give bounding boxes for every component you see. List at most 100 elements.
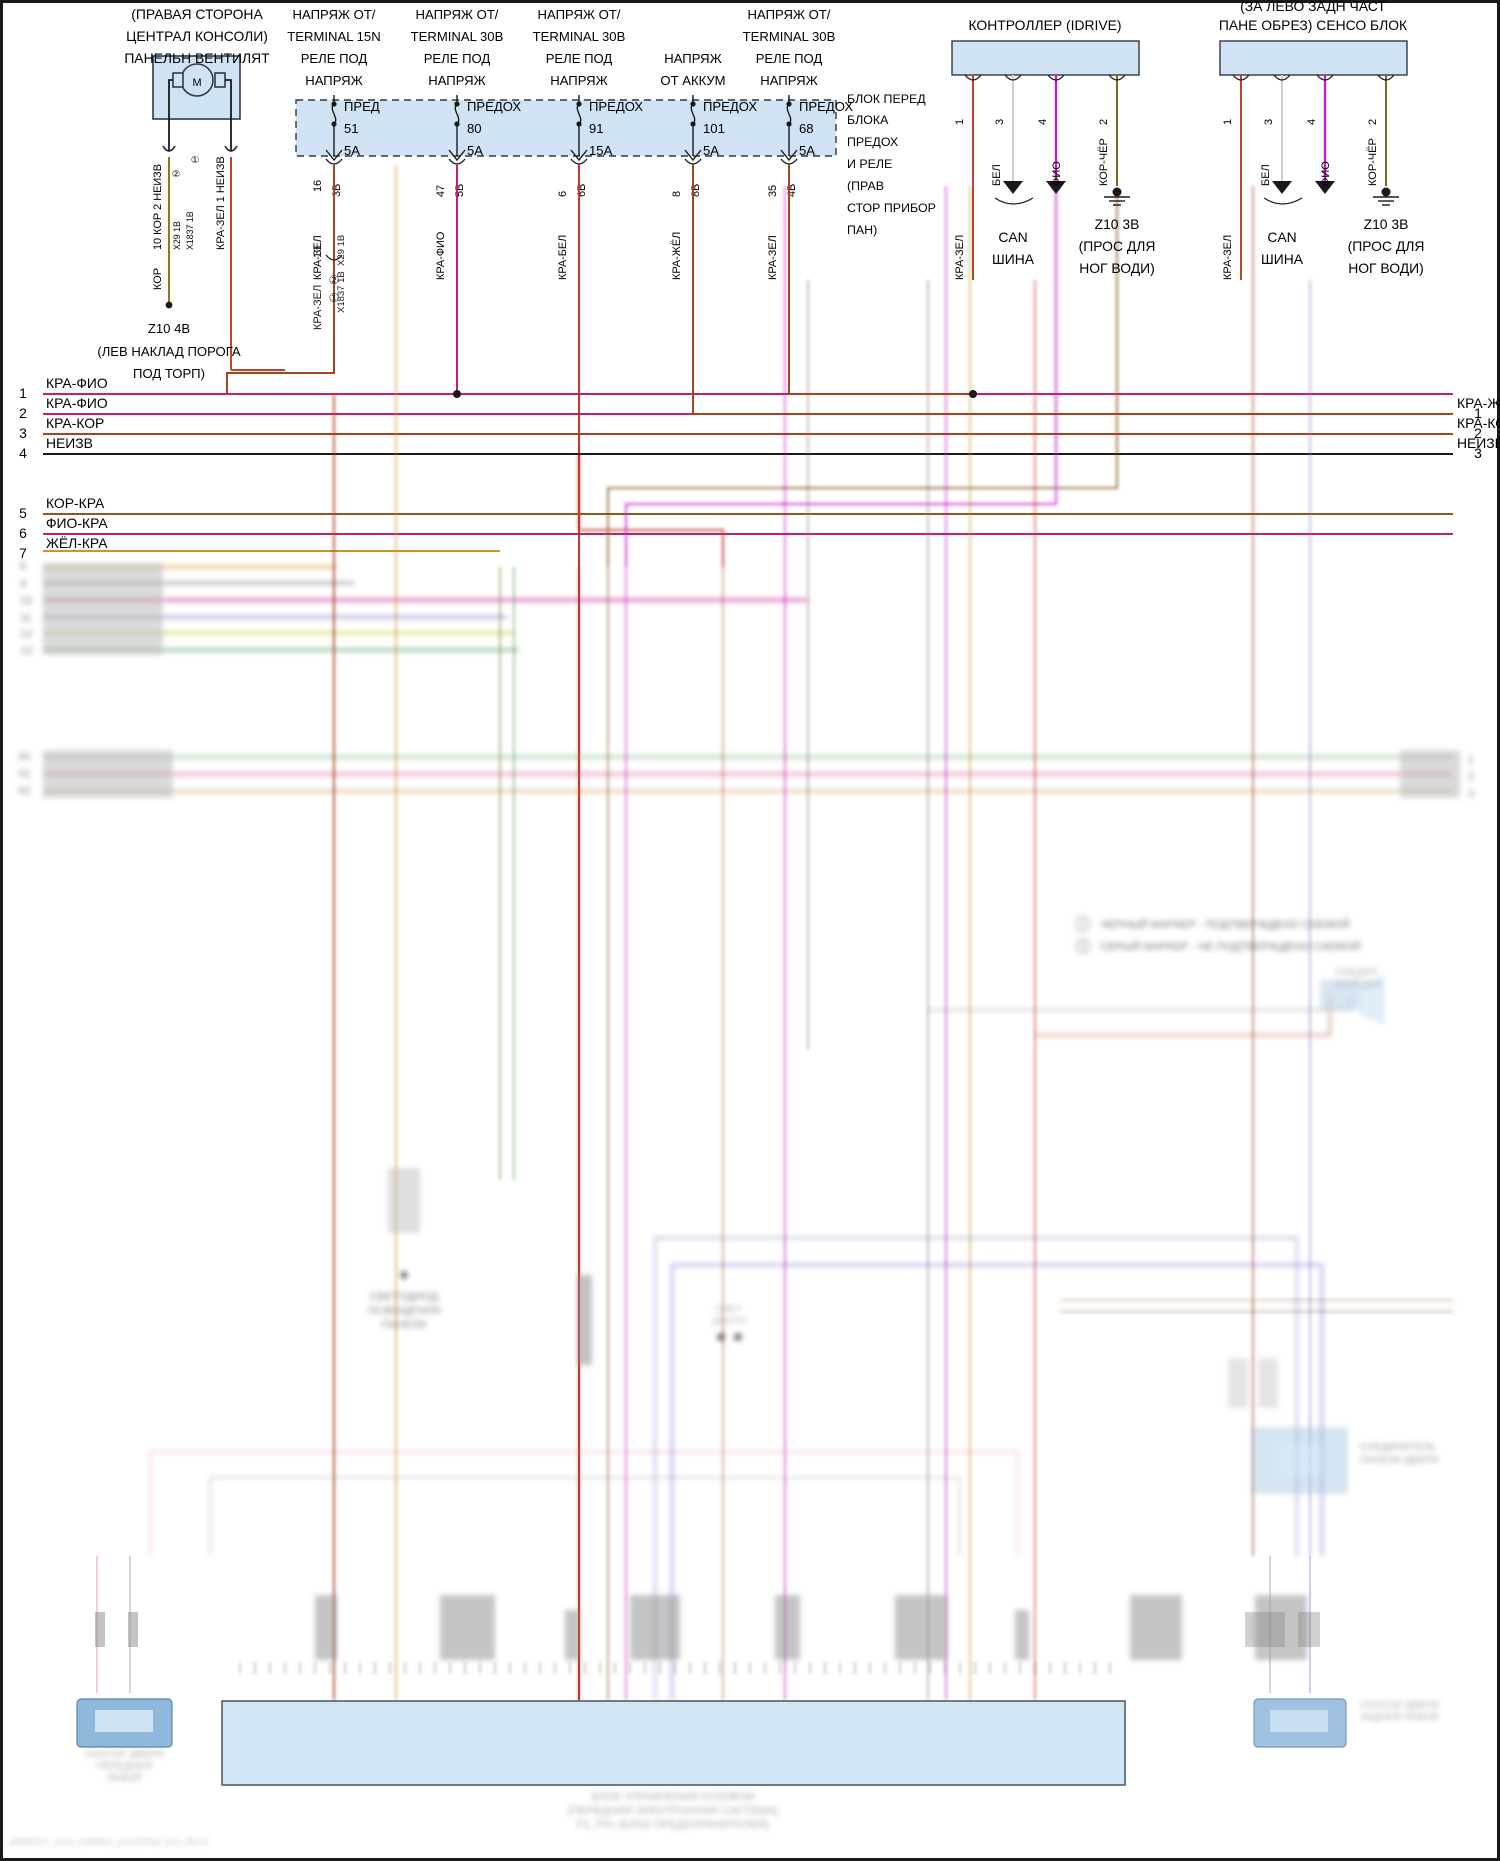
svg-text:СОЕДИН: СОЕДИН (1335, 967, 1378, 978)
svg-text:TERMINAL 30B: TERMINAL 30B (411, 29, 504, 44)
svg-text:КРА-ЗЕЛ: КРА-ЗЕЛ (767, 235, 779, 280)
svg-text:КРА-ФИО: КРА-ФИО (435, 232, 447, 280)
svg-text:1: 1 (1468, 754, 1474, 766)
svg-text:ПАНЕ ОБРЕЗ) СЕНСО БЛОК: ПАНЕ ОБРЕЗ) СЕНСО БЛОК (1219, 17, 1408, 33)
svg-text:②: ② (329, 273, 340, 287)
svg-text:ЧЕРНЫЙ МАРКЕР - ПОДТВЕРЖДЕНО С: ЧЕРНЫЙ МАРКЕР - ПОДТВЕРЖДЕНО СХЕМОЙ (1100, 918, 1350, 931)
svg-text:СВЕТОДИОД: СВЕТОДИОД (370, 1291, 439, 1303)
svg-text:Z10 3В: Z10 3В (1364, 216, 1409, 232)
svg-text:(ЗА ЛЕВО ЗАДН ЧАСТ: (ЗА ЛЕВО ЗАДН ЧАСТ (1240, 0, 1386, 14)
svg-text:5A: 5A (703, 143, 719, 158)
svg-text:ШИНА: ШИНА (1261, 251, 1304, 267)
svg-text:F1, F51 (БЛОК ПРЕДОХРАНИТЕЛЕЙ): F1, F51 (БЛОК ПРЕДОХРАНИТЕЛЕЙ) (577, 1818, 769, 1831)
svg-text:И РЕЛЕ: И РЕЛЕ (847, 157, 892, 171)
svg-text:СЕНСОР ДВЕРИ: СЕНСОР ДВЕРИ (1360, 1700, 1439, 1711)
svg-text:2: 2 (19, 405, 27, 421)
svg-text:TERMINAL 30B: TERMINAL 30B (533, 29, 626, 44)
svg-text:Х29 1В: Х29 1В (336, 235, 347, 266)
svg-text:8В: 8В (690, 184, 702, 197)
svg-text:3: 3 (1263, 119, 1275, 125)
svg-text:68: 68 (799, 121, 814, 136)
svg-text:ПЕРЕДНЕЙ: ПЕРЕДНЕЙ (96, 1759, 151, 1772)
svg-text:ЦЕНТРАЛ КОНСОЛИ): ЦЕНТРАЛ КОНСОЛИ) (126, 28, 268, 44)
svg-text:ПАНЕЛИ ДВЕРИ: ПАНЕЛИ ДВЕРИ (1360, 1455, 1438, 1466)
svg-text:3: 3 (19, 425, 27, 441)
svg-text:3: 3 (994, 119, 1006, 125)
svg-text:2: 2 (1080, 941, 1085, 951)
svg-text:12: 12 (20, 628, 32, 640)
svg-text:16: 16 (312, 180, 324, 192)
svg-text:10 КОР 2 НЕИЗВ: 10 КОР 2 НЕИЗВ (152, 164, 164, 250)
svg-text:(ПРОС ДЛЯ: (ПРОС ДЛЯ (1079, 238, 1156, 254)
svg-text:СЕРЫЙ МАРКЕР - НЕ ПОДТВЕРЖДЕНО: СЕРЫЙ МАРКЕР - НЕ ПОДТВЕРЖДЕНО СХЕМОЙ (1100, 940, 1361, 953)
svg-text:47: 47 (435, 185, 447, 197)
svg-text:БЛОКА: БЛОКА (847, 113, 889, 127)
svg-text:НОГ ВОДИ): НОГ ВОДИ) (1079, 260, 1155, 276)
svg-text:6: 6 (557, 191, 569, 197)
svg-text:ПРЕДОХ: ПРЕДОХ (799, 99, 853, 114)
svg-text:ПРЕДОХ: ПРЕДОХ (847, 135, 898, 149)
svg-text:НОГ ВОДИ): НОГ ВОДИ) (1348, 260, 1424, 276)
svg-text:СОЕДИНИТЕЛЬ: СОЕДИНИТЕЛЬ (1360, 1442, 1436, 1453)
svg-text:X1837 1В: X1837 1В (185, 211, 195, 250)
svg-text:TERMINAL 15N: TERMINAL 15N (287, 29, 380, 44)
svg-text:2: 2 (1468, 771, 1474, 783)
svg-text:КРА-ЗЕЛ: КРА-ЗЕЛ (954, 235, 966, 280)
svg-text:СЕНСОР ДВЕРИ: СЕНСОР ДВЕРИ (84, 1749, 163, 1760)
svg-text:КОР-ЧЁР: КОР-ЧЁР (1098, 138, 1110, 186)
svg-text:КОНТРОЛЛЕР (IDRIVE): КОНТРОЛЛЕР (IDRIVE) (968, 17, 1121, 33)
svg-text:ЛЕВОЙ: ЛЕВОЙ (107, 1771, 142, 1784)
svg-text:3В: 3В (331, 184, 343, 197)
svg-text:4: 4 (1306, 119, 1318, 125)
svg-text:40: 40 (18, 751, 30, 763)
svg-text:CAN: CAN (1267, 229, 1296, 245)
svg-text:41: 41 (18, 768, 30, 780)
svg-text:КРА-ФИО: КРА-ФИО (46, 375, 108, 391)
svg-text:НАПРЯЖ: НАПРЯЖ (760, 73, 817, 88)
svg-text:ЗАДНЕЙ ЛЕВОЙ: ЗАДНЕЙ ЛЕВОЙ (1360, 1710, 1438, 1723)
svg-text:(ПРАВАЯ СТОРОНА: (ПРАВАЯ СТОРОНА (131, 6, 263, 22)
svg-text:РЕЛЕ ПОД: РЕЛЕ ПОД (301, 51, 368, 66)
svg-text:X29 1В: X29 1В (172, 221, 182, 250)
svg-text:ШИНА: ШИНА (992, 251, 1035, 267)
svg-text:51: 51 (344, 121, 359, 136)
svg-text:БЛОК УПРАВЛЕНИЯ КУЗОВОМ: БЛОК УПРАВЛЕНИЯ КУЗОВОМ (592, 1791, 755, 1803)
svg-text:НЕИЗВ: НЕИЗВ (46, 435, 93, 451)
svg-text:РЕЛЕ ПОД: РЕЛЕ ПОД (424, 51, 491, 66)
svg-text:ПАН): ПАН) (847, 223, 877, 237)
svg-text:Z10 3В: Z10 3В (1095, 216, 1140, 232)
svg-text:ФИО-КРА: ФИО-КРА (46, 515, 108, 531)
svg-text:M: M (192, 77, 201, 89)
svg-text:ПРЕД: ПРЕД (344, 99, 380, 114)
svg-text:ПРЕДОХ: ПРЕДОХ (467, 99, 521, 114)
svg-text:(ПЕРЕДНЯЯ ЭЛЕКТРОННАЯ СИСТЕМА): (ПЕРЕДНЯЯ ЭЛЕКТРОННАЯ СИСТЕМА) (568, 1805, 779, 1817)
svg-text:СВЕТ: СВЕТ (716, 1304, 743, 1315)
svg-text:42: 42 (18, 785, 30, 797)
svg-text:6: 6 (19, 525, 27, 541)
svg-text:РЕЛЕ ПОД: РЕЛЕ ПОД (756, 51, 823, 66)
svg-text:5A: 5A (344, 143, 360, 158)
svg-text:ПОД ТОРП): ПОД ТОРП) (133, 366, 205, 381)
svg-text:ОТ АККУМ: ОТ АККУМ (660, 73, 725, 88)
svg-text:8: 8 (20, 561, 26, 573)
svg-text:ПРЕДОХ: ПРЕДОХ (589, 99, 643, 114)
svg-text:5В: 5В (454, 184, 466, 197)
svg-text:3: 3 (1474, 445, 1482, 461)
svg-text:НАПРЯЖ: НАПРЯЖ (428, 73, 485, 88)
svg-text:ДВЕРИ: ДВЕРИ (712, 1316, 746, 1327)
svg-text:ЖЁЛ-КРА: ЖЁЛ-КРА (46, 535, 108, 551)
svg-text:1: 1 (1080, 919, 1085, 929)
svg-text:15A: 15A (589, 143, 613, 158)
svg-text:ФИО: ФИО (1051, 161, 1063, 186)
svg-text:4: 4 (1037, 119, 1049, 125)
svg-text:КОР-ЧЁР: КОР-ЧЁР (1367, 138, 1379, 186)
svg-text:BMW5GT_2010_WIRING_DIAGRAM_041: BMW5GT_2010_WIRING_DIAGRAM_041_REV2 (10, 1837, 209, 1847)
svg-text:101: 101 (703, 121, 725, 136)
svg-text:②: ② (172, 169, 181, 180)
svg-text:Z10 4В: Z10 4В (148, 321, 190, 336)
svg-text:КРА-ЖЁЛ: КРА-ЖЁЛ (671, 232, 683, 280)
svg-text:1: 1 (1222, 119, 1234, 125)
svg-text:НАПРЯЖ ОТ/: НАПРЯЖ ОТ/ (293, 7, 376, 22)
svg-text:80: 80 (467, 121, 482, 136)
svg-text:КРА-ЗЕЛ: КРА-ЗЕЛ (1222, 235, 1234, 280)
